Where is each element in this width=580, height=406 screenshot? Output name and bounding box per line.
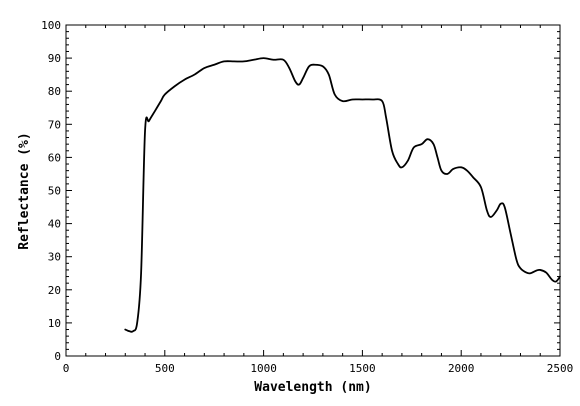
y-tick-label: 80 bbox=[48, 85, 61, 98]
x-tick-labels: 0 500 1000 1500 2000 2500 bbox=[63, 362, 574, 375]
y-tick-label: 90 bbox=[48, 52, 61, 65]
y-tick-label: 100 bbox=[41, 19, 61, 32]
y-tick-label: 60 bbox=[48, 151, 61, 164]
y-tick-label: 50 bbox=[48, 185, 61, 198]
y-tick-label: 30 bbox=[48, 251, 61, 264]
reflectance-line bbox=[124, 57, 561, 333]
y-tick-label: 0 bbox=[54, 350, 61, 363]
y-tick-labels: 0 10 20 30 40 50 60 70 80 90 100 bbox=[41, 19, 61, 363]
x-tick-label: 1000 bbox=[250, 362, 277, 375]
y-axis-title: Reflectance (%) bbox=[17, 132, 32, 249]
axis-ticks bbox=[65, 24, 561, 357]
plot-frame bbox=[65, 24, 561, 357]
y-tick-label: 10 bbox=[48, 317, 61, 330]
x-tick-label: 1500 bbox=[349, 362, 376, 375]
x-tick-label: 2000 bbox=[448, 362, 475, 375]
y-tick-label: 40 bbox=[48, 218, 61, 231]
x-axis-title: Wavelength (nm) bbox=[254, 380, 371, 395]
y-tick-label: 70 bbox=[48, 118, 61, 131]
x-tick-label: 0 bbox=[63, 362, 70, 375]
x-tick-label: 2500 bbox=[547, 362, 574, 375]
x-tick-label: 500 bbox=[155, 362, 175, 375]
y-tick-label: 20 bbox=[48, 284, 61, 297]
